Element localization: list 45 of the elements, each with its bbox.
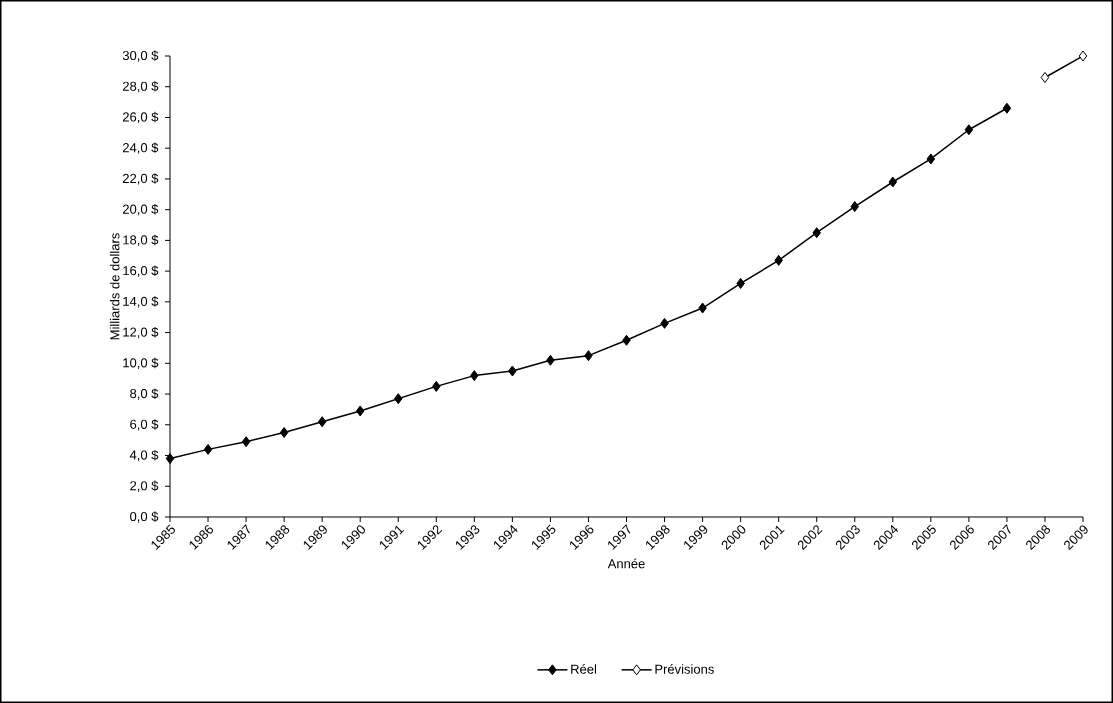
y-tick-label: 30,0 $ — [122, 50, 159, 62]
point — [812, 227, 821, 239]
y-tick-label: 24,0 $ — [122, 142, 159, 154]
y-tick-label: 10,0 $ — [123, 357, 159, 369]
point — [926, 153, 936, 165]
y-tick-label: 18,0 $ — [123, 234, 159, 247]
y-tick-label: 26,0 $ — [122, 111, 159, 124]
point — [508, 365, 517, 377]
y-tick-label: 12,0 $ — [123, 326, 159, 339]
point — [241, 436, 251, 448]
point — [470, 370, 479, 382]
point — [432, 380, 441, 392]
point — [964, 124, 974, 136]
point — [736, 277, 745, 289]
y-tick-label: 8,0 $ — [130, 388, 159, 400]
point — [203, 443, 213, 455]
y-tick-label: 14,0 $ — [123, 296, 159, 308]
point — [1078, 50, 1088, 62]
point — [317, 416, 327, 428]
y-tick-label: 28,0 $ — [122, 81, 159, 93]
y-tick-label: 20,0 $ — [122, 204, 159, 216]
point — [1040, 72, 1050, 83]
y-tick-label: 22,0 $ — [122, 173, 159, 185]
point — [1002, 102, 1012, 114]
point — [622, 334, 631, 346]
point — [888, 176, 898, 188]
y-tick-label: 2,0 $ — [130, 480, 159, 492]
point — [660, 317, 669, 329]
y-tick-label: 4,0 $ — [129, 449, 159, 462]
legend-label: Réel — [571, 664, 597, 674]
point — [850, 201, 860, 213]
y-axis-title: Milliards de dollars — [109, 233, 120, 340]
y-tick-label: 0,0 $ — [130, 511, 159, 523]
point — [698, 302, 707, 314]
point — [165, 453, 175, 465]
legend-label: Prévisions — [655, 664, 714, 674]
y-tick-label: 6,0 $ — [130, 419, 159, 431]
point — [279, 426, 289, 438]
point — [774, 254, 783, 266]
point — [546, 354, 555, 366]
point — [584, 350, 593, 362]
point — [394, 393, 403, 405]
x-axis-title: Année — [607, 558, 645, 569]
y-tick-label: 16,0 $ — [123, 265, 159, 277]
point — [355, 405, 365, 417]
